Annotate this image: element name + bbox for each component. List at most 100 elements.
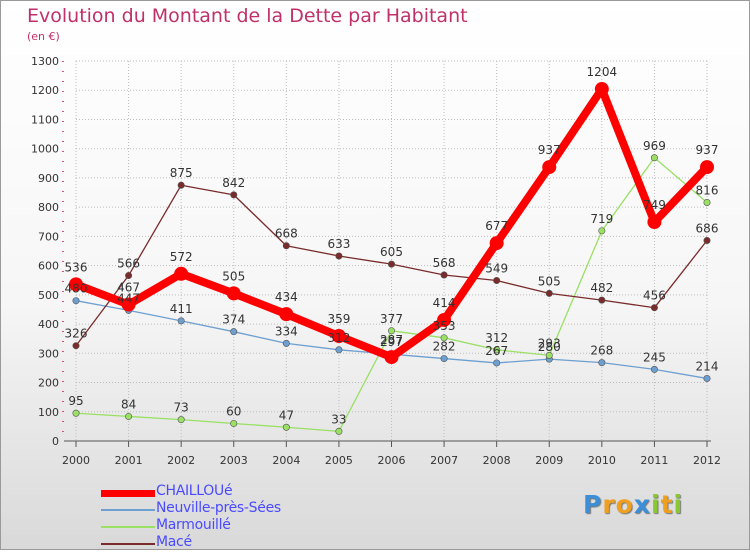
data-point xyxy=(703,198,711,206)
x-tick-label: 2002 xyxy=(167,454,195,467)
proxiti-logo: Proxiti xyxy=(583,490,683,519)
data-point xyxy=(177,416,185,424)
data-label: 214 xyxy=(696,359,719,373)
data-point xyxy=(440,334,448,342)
data-label: 268 xyxy=(590,344,613,358)
chart-subtitle: (en €) xyxy=(27,30,60,43)
data-label: 377 xyxy=(380,312,403,326)
legend-label: Neuville-près-Sées xyxy=(156,500,281,516)
data-point xyxy=(647,215,662,230)
data-label: 875 xyxy=(170,166,193,180)
data-label: 456 xyxy=(643,289,666,303)
data-point xyxy=(489,236,504,251)
data-point xyxy=(226,286,241,301)
data-labels: 536 467 572 505 434 359 287 414 677 937 1204 749 937… xyxy=(65,65,719,426)
data-point xyxy=(545,289,553,297)
data-point xyxy=(650,304,658,312)
data-point xyxy=(125,272,133,280)
data-label: 374 xyxy=(222,313,245,327)
x-tick-label: 2004 xyxy=(272,454,300,467)
grid xyxy=(75,60,708,442)
logo-letter: i xyxy=(673,490,684,519)
data-point xyxy=(650,365,658,373)
data-label: 95 xyxy=(68,394,83,408)
data-label: 297 xyxy=(380,335,403,349)
data-point xyxy=(72,297,80,305)
data-point xyxy=(72,409,80,417)
x-tick-label: 2011 xyxy=(640,454,668,467)
data-point xyxy=(282,242,290,250)
data-label: 536 xyxy=(65,260,88,274)
data-label: 1204 xyxy=(587,65,618,79)
y-tick-label: 800 xyxy=(38,201,59,214)
data-label: 572 xyxy=(170,250,193,264)
data-label: 568 xyxy=(433,256,456,270)
x-tick-label: 2000 xyxy=(62,454,90,467)
data-label: 33 xyxy=(331,412,346,426)
data-label: 969 xyxy=(643,139,666,153)
logo-letter: r xyxy=(602,490,616,519)
data-point xyxy=(598,296,606,304)
data-point xyxy=(493,359,501,367)
y-tick-label: 600 xyxy=(38,260,59,273)
data-label: 267 xyxy=(485,344,508,358)
data-point xyxy=(384,350,399,365)
data-label: 411 xyxy=(170,302,193,316)
logo-letter: i xyxy=(651,490,661,519)
data-label: 566 xyxy=(117,257,140,271)
y-tick-label: 1200 xyxy=(31,84,59,97)
y-tick-label: 400 xyxy=(38,318,59,331)
data-label: 312 xyxy=(327,331,350,345)
data-label: 312 xyxy=(485,331,508,345)
data-point xyxy=(440,271,448,279)
x-tick-label: 2003 xyxy=(220,454,248,467)
data-label: 816 xyxy=(696,183,719,197)
data-point xyxy=(177,181,185,189)
data-label: 245 xyxy=(643,350,666,364)
data-label: 334 xyxy=(275,324,298,338)
data-label: 353 xyxy=(433,319,456,333)
data-point xyxy=(335,346,343,354)
x-tick-label: 2009 xyxy=(535,454,563,467)
logo-letter: x xyxy=(633,490,651,519)
data-point xyxy=(282,339,290,347)
data-label: 447 xyxy=(117,291,140,305)
data-label: 47 xyxy=(279,408,294,422)
data-label: 434 xyxy=(275,290,298,304)
data-point xyxy=(594,82,609,97)
data-label: 549 xyxy=(485,262,508,276)
data-point xyxy=(230,328,238,336)
data-label: 287 xyxy=(380,333,403,347)
axes: 0 100 200 300 400 500 600 700 800 900 1000 1100 1200… xyxy=(31,55,721,467)
legend-swatch xyxy=(101,509,155,511)
data-label: 842 xyxy=(222,176,245,190)
y-tick-label: 1300 xyxy=(31,55,59,68)
data-point xyxy=(703,374,711,382)
data-point xyxy=(598,227,606,235)
data-point xyxy=(598,359,606,367)
data-point xyxy=(493,277,501,285)
chart-title: Evolution du Montant de la Dette par Hab… xyxy=(27,5,468,27)
data-label: 937 xyxy=(696,143,719,157)
legend-label: CHAILLOUé xyxy=(156,483,233,499)
logo-letter: o xyxy=(615,490,634,519)
data-point xyxy=(437,312,452,327)
data-point xyxy=(177,317,185,325)
y-tick-label: 100 xyxy=(38,406,59,419)
y-tick-label: 500 xyxy=(38,289,59,302)
data-label: 677 xyxy=(485,219,508,233)
data-point xyxy=(174,266,189,281)
data-point xyxy=(387,327,395,335)
data-point xyxy=(230,419,238,427)
legend-swatch xyxy=(101,526,155,528)
data-point xyxy=(650,154,658,162)
x-tick-label: 2007 xyxy=(430,454,458,467)
data-label: 414 xyxy=(433,296,456,310)
data-label: 73 xyxy=(174,401,189,415)
data-label: 84 xyxy=(121,397,136,411)
legend-swatch xyxy=(101,543,155,545)
data-point xyxy=(387,260,395,268)
logo-letter: t xyxy=(660,490,674,519)
data-label: 482 xyxy=(590,281,613,295)
